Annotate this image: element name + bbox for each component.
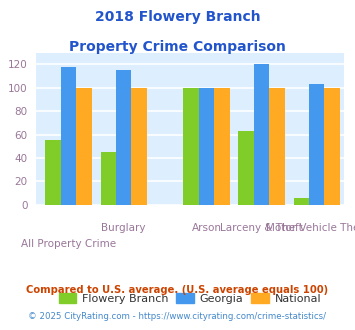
Bar [100, 152, 116, 205]
Bar [324, 88, 340, 205]
Text: Arson: Arson [191, 223, 222, 233]
Bar [309, 84, 324, 205]
Text: © 2025 CityRating.com - https://www.cityrating.com/crime-statistics/: © 2025 CityRating.com - https://www.city… [28, 312, 327, 321]
Bar [199, 88, 214, 205]
Bar [116, 70, 131, 205]
Text: Burglary: Burglary [102, 223, 146, 233]
Bar [254, 64, 269, 205]
Text: Property Crime Comparison: Property Crime Comparison [69, 40, 286, 53]
Bar [76, 88, 92, 205]
Text: Motor Vehicle Theft: Motor Vehicle Theft [266, 223, 355, 233]
Text: Compared to U.S. average. (U.S. average equals 100): Compared to U.S. average. (U.S. average … [26, 285, 329, 295]
Bar [214, 88, 230, 205]
Text: Larceny & Theft: Larceny & Theft [220, 223, 303, 233]
Text: 2018 Flowery Branch: 2018 Flowery Branch [95, 10, 260, 24]
Bar [269, 88, 285, 205]
Bar [183, 88, 199, 205]
Bar [239, 131, 254, 205]
Bar [131, 88, 147, 205]
Bar [45, 140, 61, 205]
Bar [294, 198, 309, 205]
Text: All Property Crime: All Property Crime [21, 239, 116, 249]
Bar [61, 67, 76, 205]
Legend: Flowery Branch, Georgia, National: Flowery Branch, Georgia, National [54, 288, 326, 308]
